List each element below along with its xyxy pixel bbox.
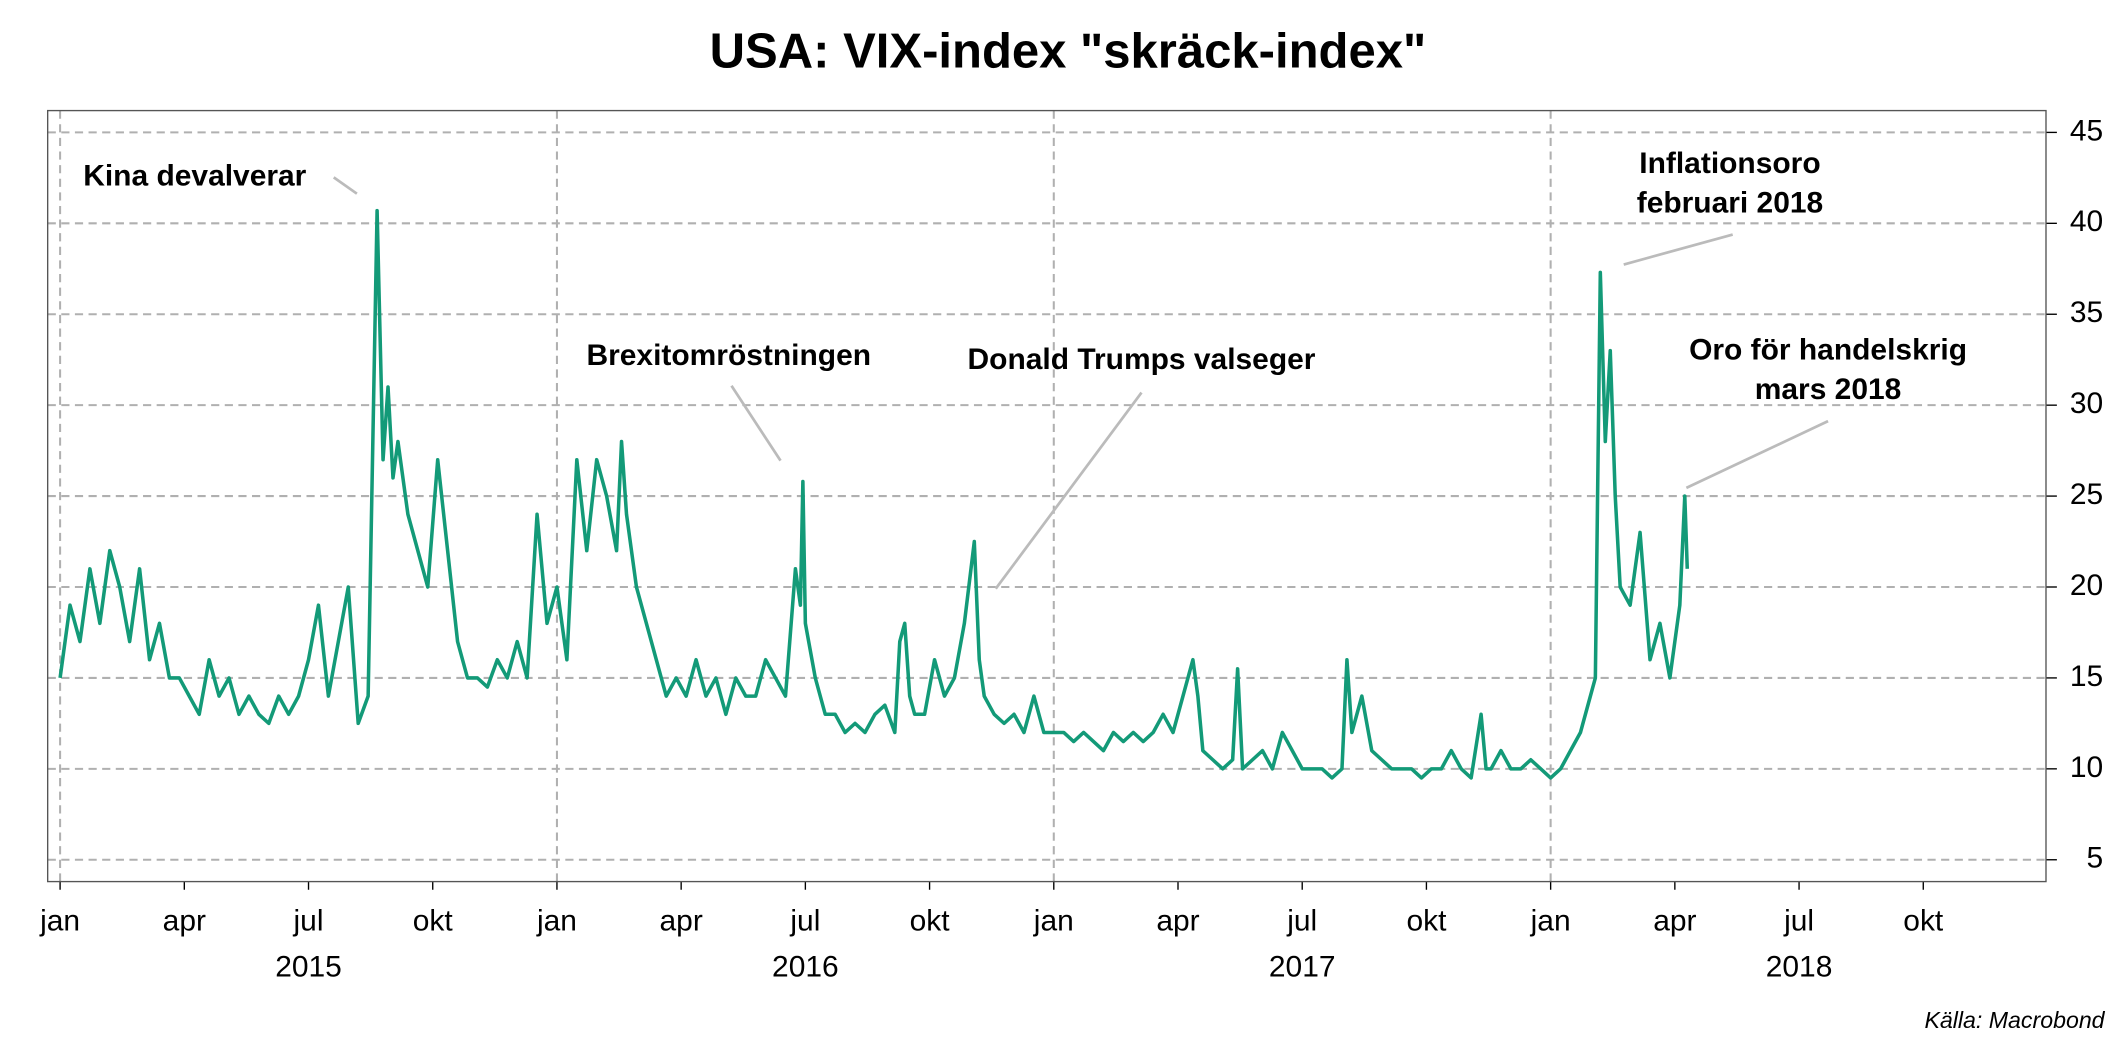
x-tick-label: jul [789, 904, 820, 937]
x-tick-label: okt [413, 904, 454, 937]
x-tick-label: apr [163, 904, 206, 937]
annotation-leader [1623, 233, 1734, 266]
y-tick-label: 5 [2087, 842, 2104, 875]
x-tick-label: jan [39, 904, 80, 937]
annotation: Oro för handelskrig [1689, 334, 1967, 367]
x-tick-label: jul [1783, 904, 1814, 937]
annotation: Kina devalverar [83, 159, 306, 192]
annotation-leader [730, 385, 782, 462]
y-tick-label: 15 [2070, 660, 2103, 693]
y-tick-label: 35 [2070, 296, 2103, 329]
year-label: 2017 [1269, 951, 1336, 984]
x-tick-label: okt [1406, 904, 1447, 937]
x-tick-label: jan [1033, 904, 1074, 937]
y-tick-label: 10 [2070, 751, 2103, 784]
annotation: Donald Trumps valseger [968, 343, 1316, 376]
x-tick-label: jan [536, 904, 577, 937]
x-tick-label: apr [1653, 904, 1696, 937]
x-tick-label: apr [1156, 904, 1199, 937]
x-tick-label: jan [1530, 904, 1571, 937]
series-line [58, 208, 1690, 780]
y-tick-label: 40 [2070, 205, 2103, 238]
y-tick-label: 20 [2070, 569, 2103, 602]
x-tick-label: okt [910, 904, 951, 937]
annotation-leader [332, 176, 358, 195]
y-tick-label: 45 [2070, 114, 2103, 147]
source: Källa: Macrobond [1924, 1007, 2105, 1033]
annotation-leader [994, 391, 1143, 590]
plot-frame [46, 109, 2047, 883]
annotation: februari 2018 [1637, 186, 1823, 219]
x-tick-label: okt [1903, 904, 1944, 937]
x-tick-label: jul [1286, 904, 1317, 937]
year-label: 2015 [275, 951, 342, 984]
annotation-leader [1685, 419, 1829, 490]
chart-title: USA: VIX-index "skräck-index" [710, 25, 1427, 79]
x-tick-label: jul [293, 904, 324, 937]
y-tick-label: 30 [2070, 387, 2103, 420]
annotation: Inflationsoro [1639, 147, 1820, 180]
annotation: Brexitomröstningen [586, 339, 871, 372]
year-label: 2016 [772, 951, 839, 984]
year-label: 2018 [1766, 951, 1833, 984]
annotation: mars 2018 [1755, 373, 1902, 406]
y-tick-label: 25 [2070, 478, 2103, 511]
x-tick-label: apr [660, 904, 703, 937]
